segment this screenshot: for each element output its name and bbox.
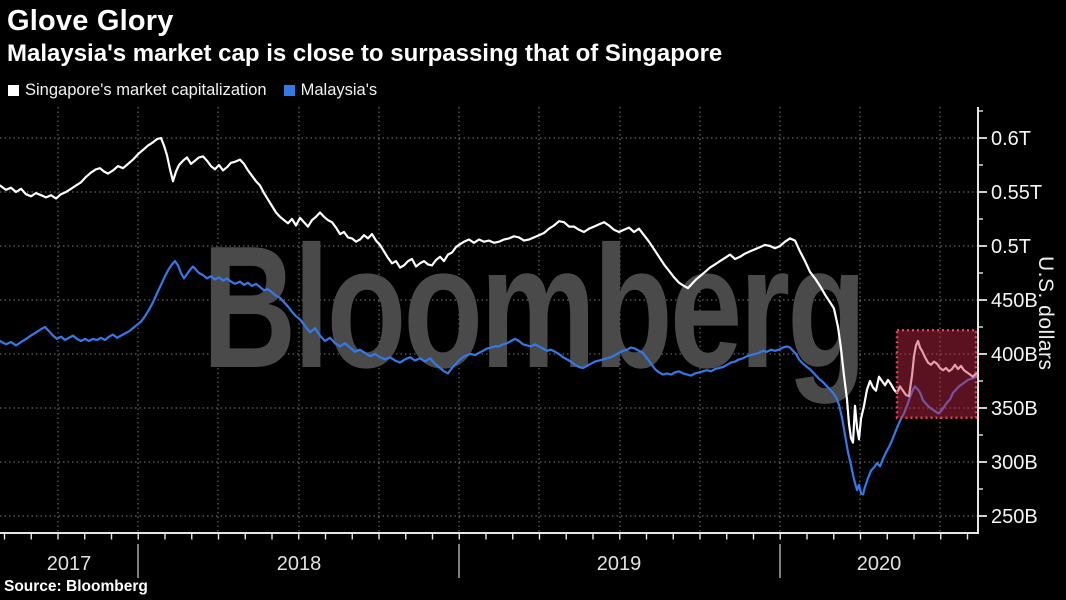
x-year-label: 2017	[47, 553, 92, 575]
y-axis-title: U.S. dollars	[1034, 256, 1057, 371]
malaysia-swatch-icon	[283, 85, 295, 96]
series-line-malaysia	[0, 260, 978, 496]
legend-label-malaysia: Malaysia's	[300, 81, 378, 99]
singapore-swatch-icon	[8, 85, 19, 96]
y-tick-label: 0.6T	[991, 128, 1031, 150]
legend: Singapore's market capitalization Malays…	[8, 81, 377, 100]
x-year-label: 2018	[277, 553, 322, 575]
y-tick-label: 250B	[991, 506, 1038, 528]
bloomberg-watermark: Bloomberg	[202, 210, 864, 405]
highlight-box-fill	[897, 330, 976, 418]
y-tick-label: 0.55T	[991, 182, 1042, 204]
legend-item-singapore: Singapore's market capitalization	[8, 81, 267, 100]
x-axis-ticks	[3, 533, 969, 540]
y-axis-ticks: 0.6T 0.55T 0.5T 450B 400B 350B 300B 250B	[978, 110, 1042, 528]
chart-title: Glove Glory	[7, 5, 174, 37]
y-tick-label: 400B	[991, 344, 1038, 366]
y-tick-label: 350B	[991, 398, 1038, 420]
y-tick-label: 300B	[991, 452, 1038, 474]
source-caption: Source: Bloomberg	[4, 578, 148, 595]
x-year-label: 2019	[597, 553, 642, 575]
y-tick-label: 450B	[991, 290, 1038, 312]
legend-item-malaysia: Malaysia's	[283, 81, 378, 100]
x-year-label: 2020	[857, 553, 902, 575]
chart-subtitle: Malaysia's market cap is close to surpas…	[7, 40, 723, 67]
legend-label-singapore: Singapore's market capitalization	[25, 81, 267, 99]
highlight-box-border	[895, 328, 978, 419]
y-tick-label: 0.5T	[991, 236, 1031, 258]
x-axis-labels: 2017 2018 2019 2020	[47, 544, 902, 578]
series-line-singapore	[0, 136, 978, 444]
